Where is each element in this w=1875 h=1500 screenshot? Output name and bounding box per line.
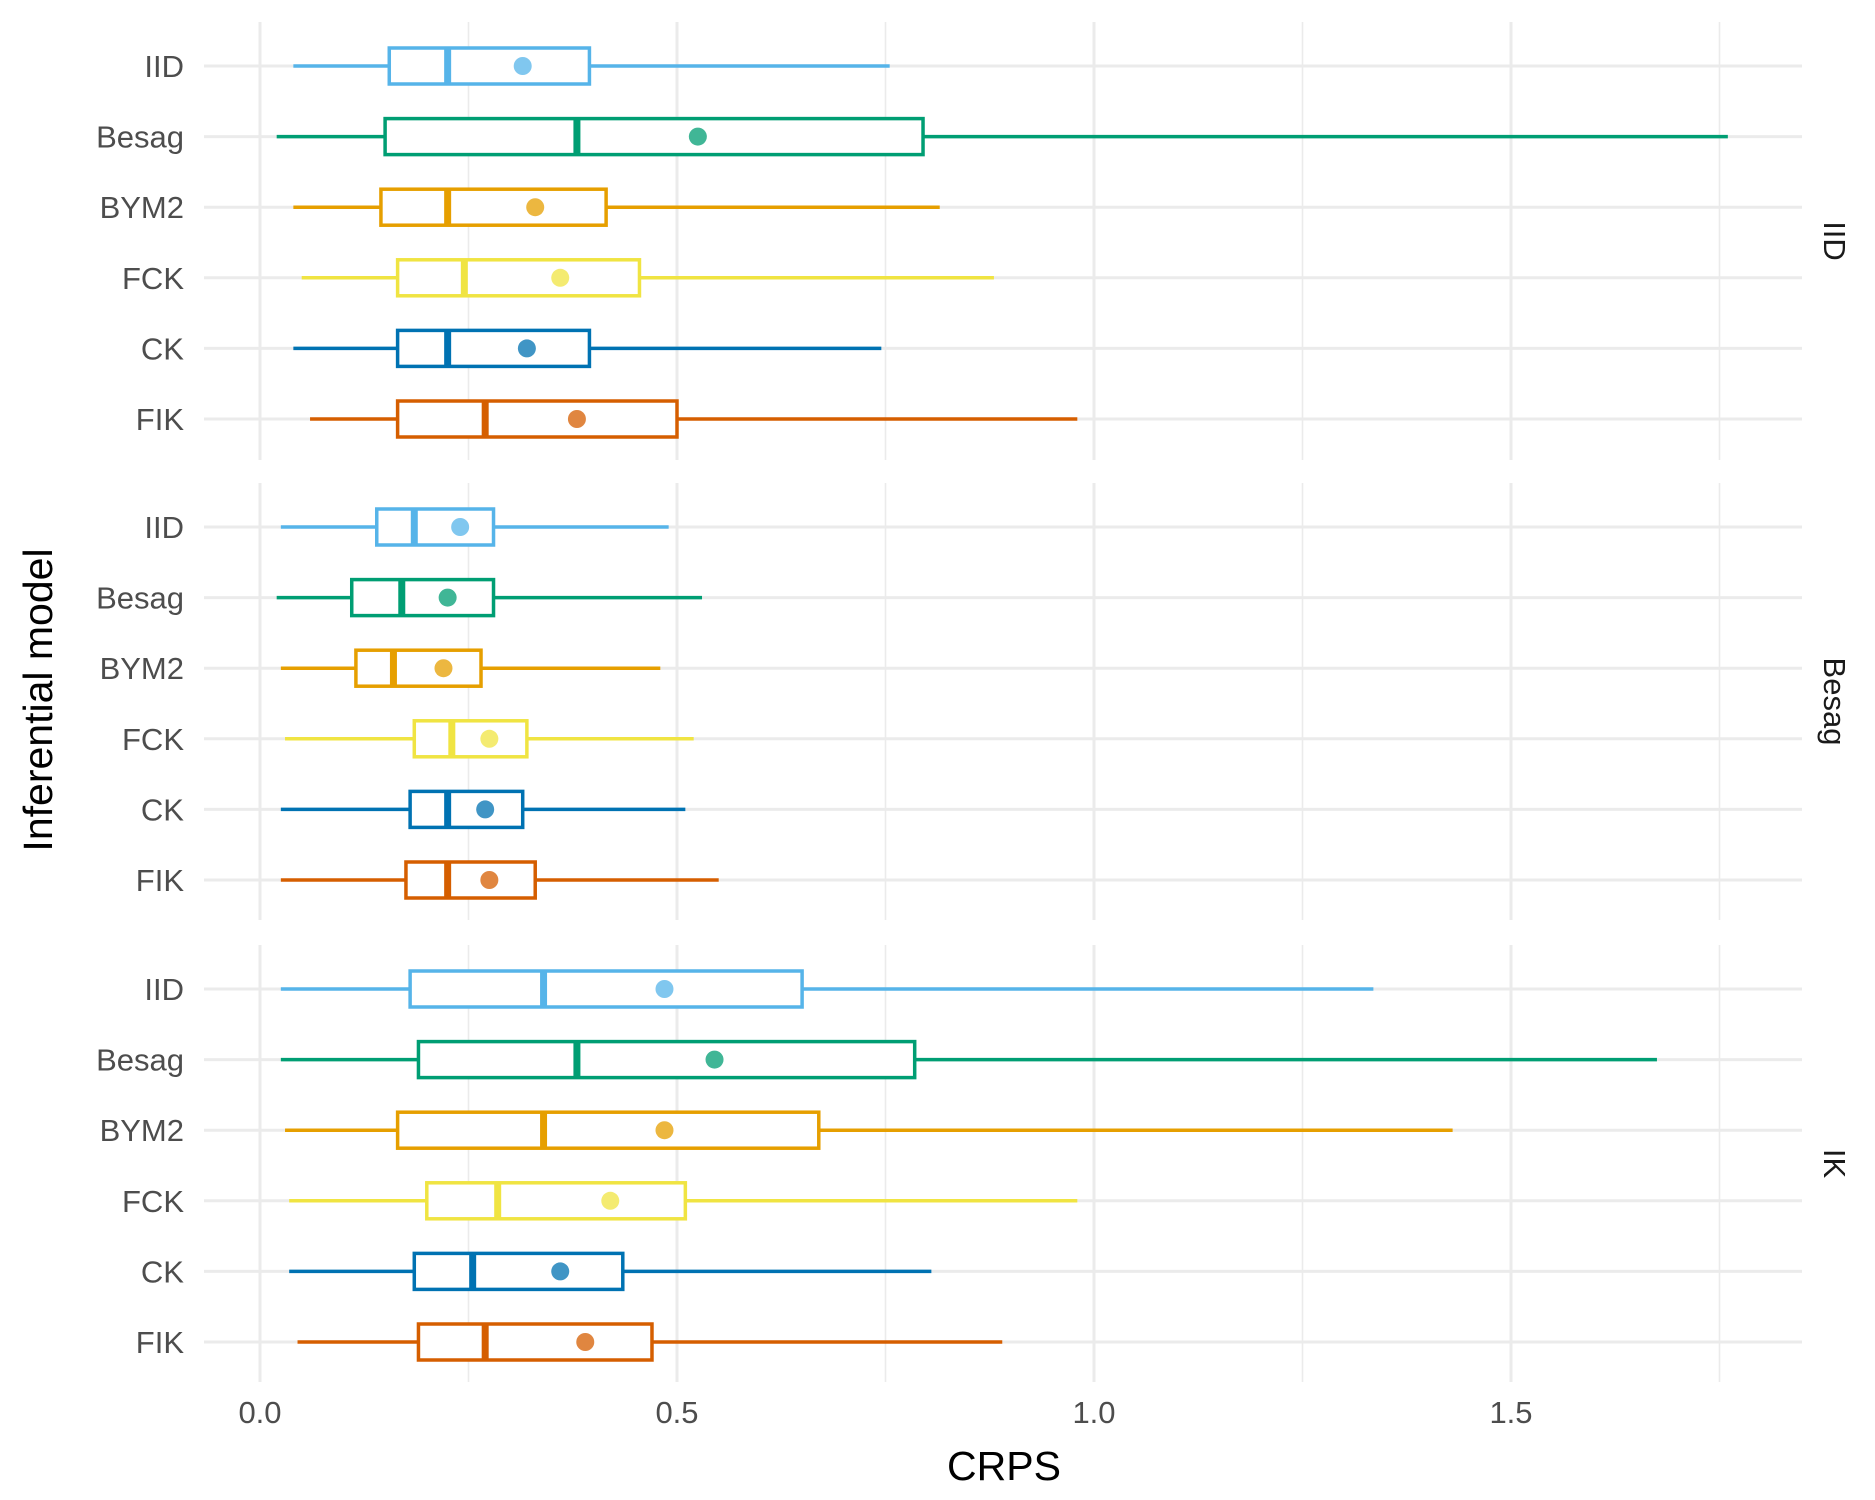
x-tick-label: 0.5 [655,1395,698,1430]
box-ck [408,789,525,830]
box-fck [412,719,529,759]
mean-point-bym2 [655,1121,674,1140]
facet-strip-label-besag: Besag [1817,658,1852,746]
box-besag [383,116,925,157]
mean-point-ck [476,800,495,819]
box-bym2 [395,1110,821,1150]
y-tick-label-fck: FCK [122,722,184,757]
y-tick-label-iid: IID [144,972,184,1007]
mean-point-iid [655,980,674,998]
x-tick-label: 0.0 [238,1395,281,1430]
y-tick-label-fck: FCK [122,261,184,296]
mean-point-iid [513,57,532,75]
y-tick-label-fik: FIK [136,863,185,898]
y-tick-label-bym2: BYM2 [100,1113,184,1148]
box-besag [416,1039,917,1080]
y-tick-label-iid: IID [144,49,184,84]
mean-point-fik [480,871,499,889]
box-fik [404,860,537,900]
mean-point-bym2 [526,198,545,217]
box-bym2 [379,187,608,227]
x-axis-title: CRPS [947,1443,1061,1489]
box-iid [375,507,496,547]
mean-point-besag [688,127,707,146]
mean-point-fck [551,268,570,287]
y-tick-label-besag: Besag [96,120,184,155]
mean-point-fik [567,410,586,428]
mean-point-besag [705,1050,724,1069]
box-ck [395,328,592,369]
box-fik [416,1322,654,1362]
y-tick-label-besag: Besag [96,581,184,616]
y-axis-title: Inferential model [15,548,61,851]
y-tick-label-bym2: BYM2 [100,651,184,686]
mean-point-fck [601,1191,620,1210]
mean-point-ck [551,1262,570,1281]
mean-point-bym2 [434,659,453,678]
y-tick-label-besag: Besag [96,1043,184,1078]
x-tick-label: 1.5 [1489,1395,1532,1430]
y-tick-label-fck: FCK [122,1184,184,1219]
box-besag [349,577,496,618]
box-ck [412,1251,625,1292]
y-tick-label-bym2: BYM2 [100,190,184,225]
y-tick-label-ck: CK [141,1254,184,1289]
y-tick-label-ck: CK [141,331,184,366]
y-tick-label-iid: IID [144,510,184,545]
mean-point-besag [438,588,457,607]
box-fck [425,1181,688,1221]
box-fck [395,258,642,298]
box-fik [395,399,679,439]
mean-point-fik [576,1333,595,1351]
box-iid [387,46,592,86]
box-iid [408,969,804,1009]
box-bym2 [354,648,483,688]
y-tick-label-fik: FIK [136,1325,185,1360]
x-tick-label: 1.0 [1072,1395,1115,1430]
mean-point-fck [480,729,499,748]
y-tick-label-ck: CK [141,792,184,827]
facet-strip-label-iid: IID [1817,221,1852,261]
mean-point-ck [517,339,536,358]
mean-point-iid [451,518,470,536]
y-tick-label-fik: FIK [136,402,185,437]
facet-strip-label-ik: IK [1817,1149,1852,1179]
